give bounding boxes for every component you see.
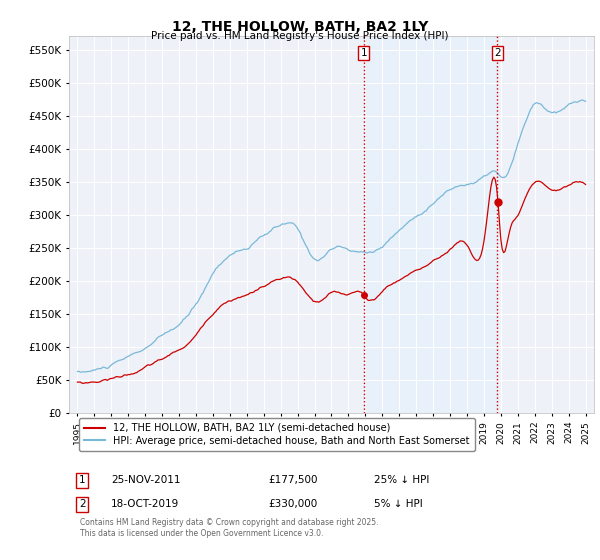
Text: 25% ↓ HPI: 25% ↓ HPI (373, 475, 429, 486)
Text: 25-NOV-2011: 25-NOV-2011 (111, 475, 181, 486)
Bar (364, 36, 497, 413)
Text: 1: 1 (79, 475, 85, 486)
Text: £330,000: £330,000 (269, 500, 318, 509)
Text: 5% ↓ HPI: 5% ↓ HPI (373, 500, 422, 509)
Text: 18-OCT-2019: 18-OCT-2019 (111, 500, 179, 509)
Legend: 12, THE HOLLOW, BATH, BA2 1LY (semi-detached house), HPI: Average price, semi-de: 12, THE HOLLOW, BATH, BA2 1LY (semi-deta… (79, 418, 475, 451)
Text: 12, THE HOLLOW, BATH, BA2 1LY: 12, THE HOLLOW, BATH, BA2 1LY (172, 20, 428, 34)
Text: Contains HM Land Registry data © Crown copyright and database right 2025.
This d: Contains HM Land Registry data © Crown c… (79, 518, 378, 538)
Text: £177,500: £177,500 (269, 475, 318, 486)
Text: Price paid vs. HM Land Registry's House Price Index (HPI): Price paid vs. HM Land Registry's House … (151, 31, 449, 41)
Text: 2: 2 (79, 500, 85, 509)
Text: 2: 2 (494, 48, 501, 58)
Text: 1: 1 (361, 48, 367, 58)
